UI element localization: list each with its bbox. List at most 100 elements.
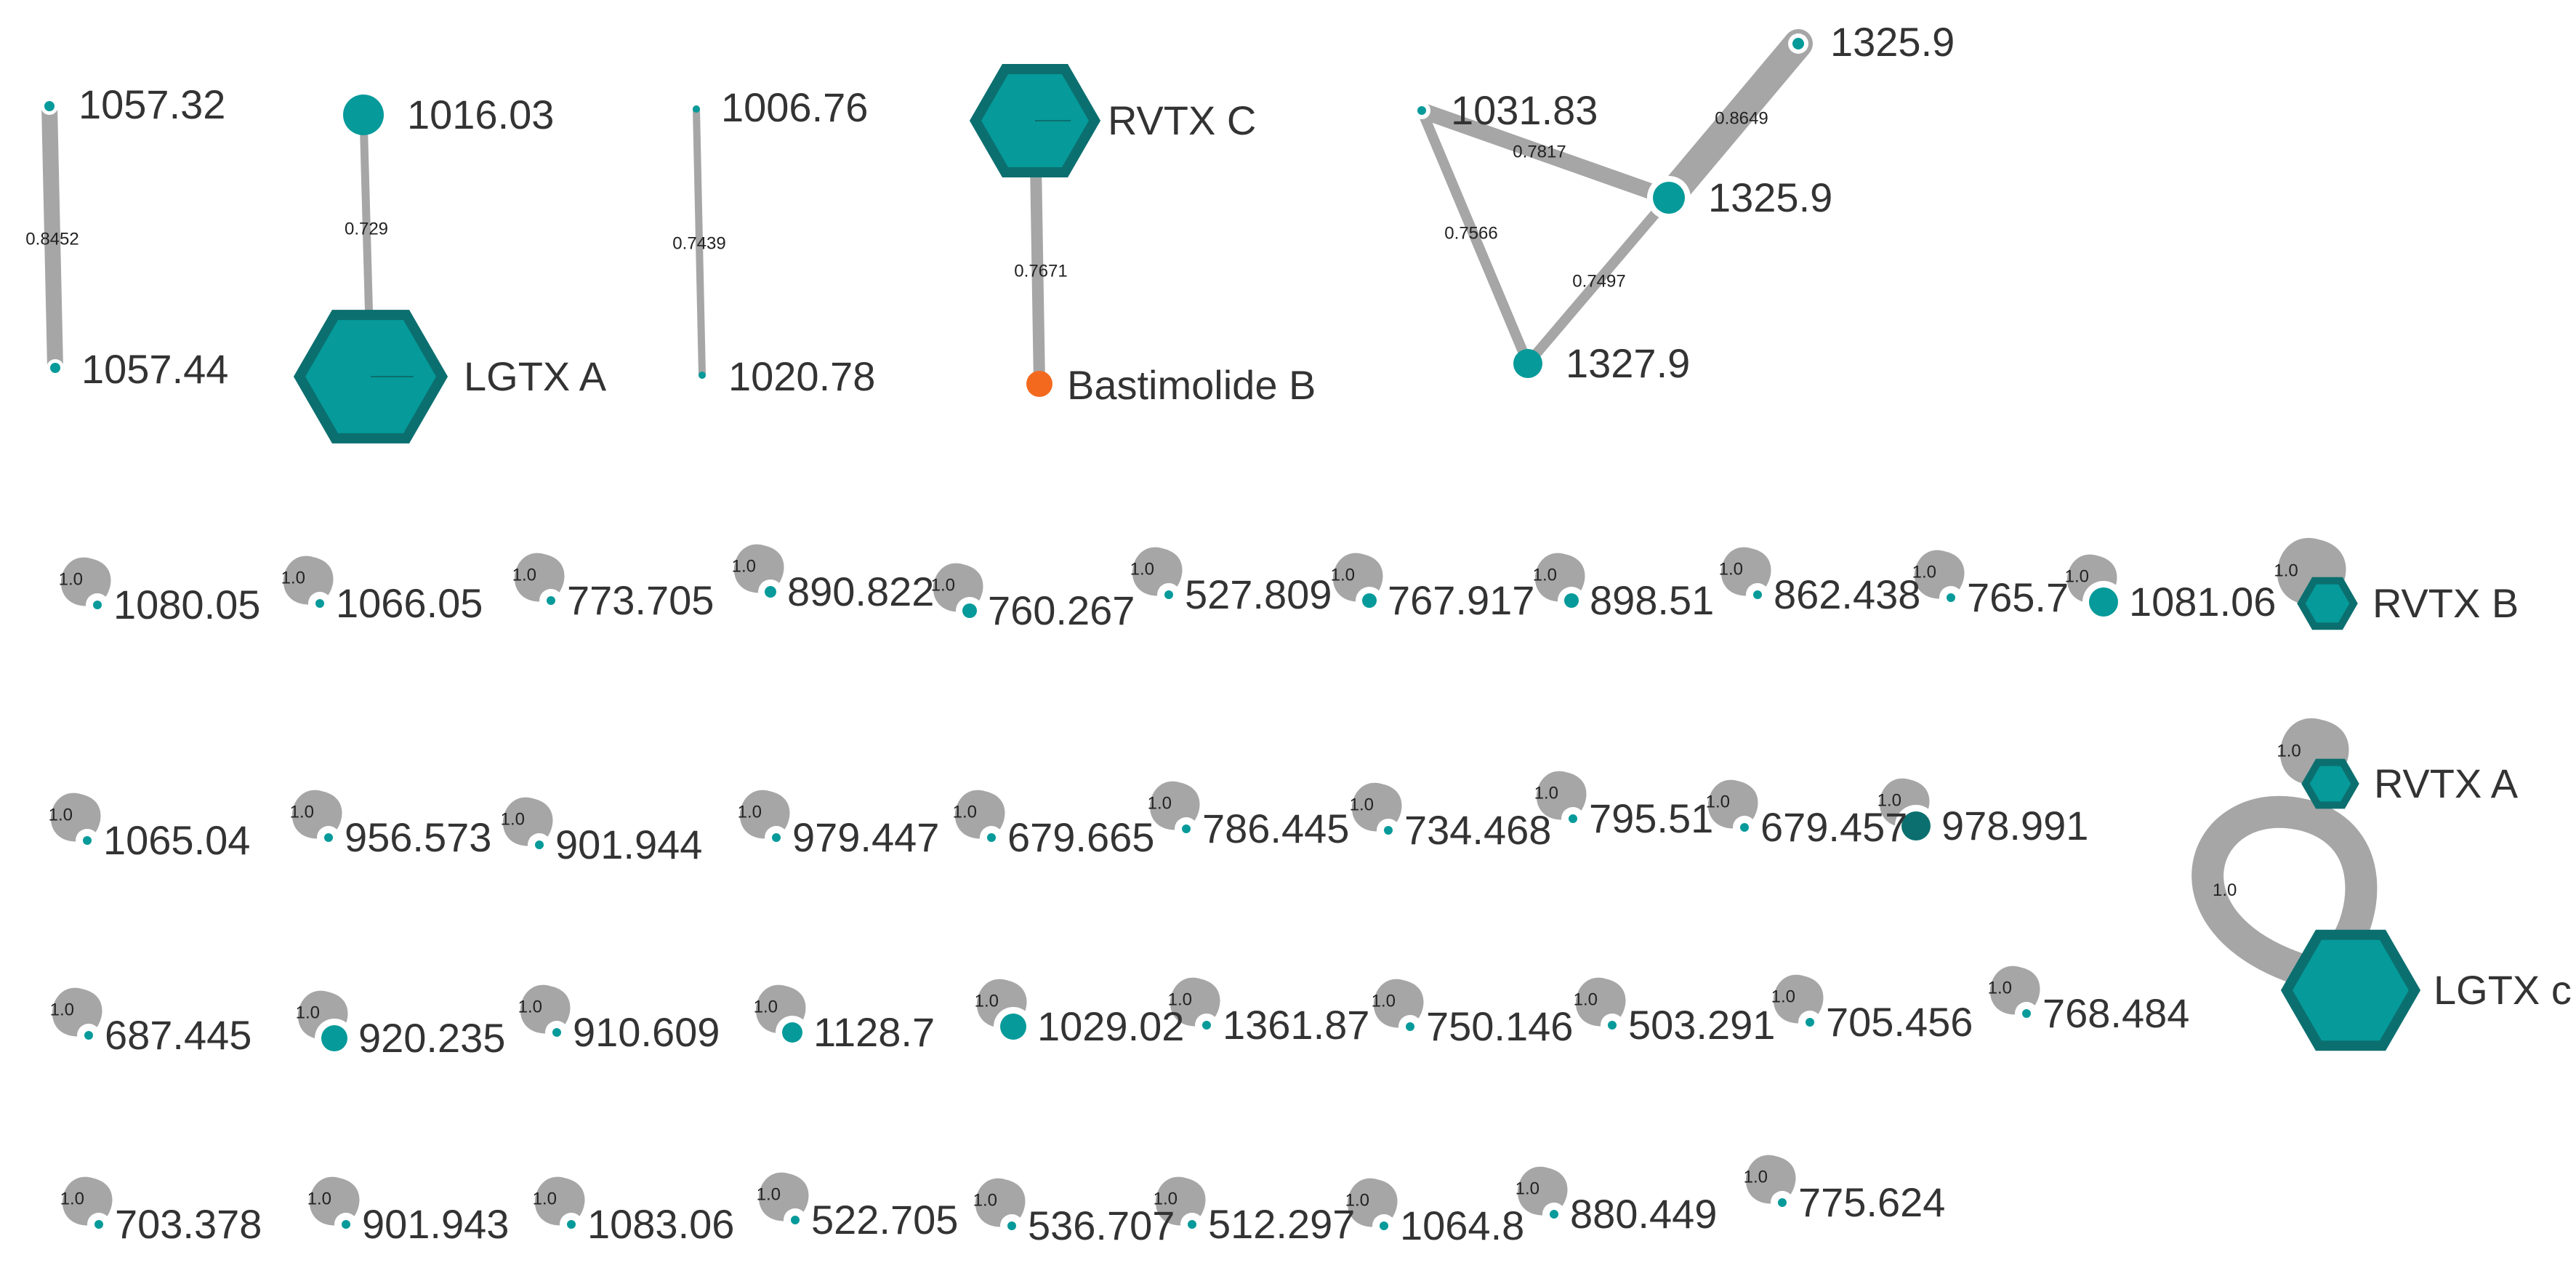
node[interactable]	[1164, 590, 1173, 599]
node-label: 1325.9	[1830, 19, 1955, 65]
node-label: RVTX C	[1108, 97, 1256, 143]
node[interactable]	[1608, 1021, 1617, 1030]
node-label: 898.51	[1590, 577, 1714, 623]
self-loop-weight-label: 1.0	[1168, 990, 1192, 1010]
node[interactable]	[1792, 38, 1804, 49]
node[interactable]	[324, 833, 333, 842]
self-loop-weight-label: 1.0	[1148, 794, 1172, 814]
node[interactable]	[987, 833, 996, 842]
node-label: LGTX c	[2434, 967, 2572, 1013]
node[interactable]	[1653, 182, 1685, 214]
node[interactable]	[1384, 826, 1393, 835]
hexagon-node[interactable]	[2280, 929, 2421, 1051]
node-label: 890.822	[787, 569, 934, 614]
node[interactable]	[2022, 1009, 2031, 1018]
node[interactable]	[83, 836, 92, 845]
node[interactable]	[1564, 593, 1579, 608]
node[interactable]	[535, 840, 544, 849]
self-loop-weight-label: 1.0	[1350, 795, 1374, 815]
node-label: 734.468	[1404, 807, 1551, 853]
node[interactable]	[94, 1220, 103, 1229]
node-label: 1006.76	[721, 84, 868, 130]
hexagon-node[interactable]	[2297, 577, 2358, 630]
edge-weight-label: 0.7671	[1014, 261, 1067, 281]
node[interactable]	[1188, 1220, 1196, 1229]
node-label: 880.449	[1570, 1191, 1717, 1237]
node-label: RVTX B	[2372, 580, 2519, 626]
node[interactable]	[1380, 1221, 1388, 1230]
edge-weight-label: 0.8452	[25, 229, 79, 249]
node[interactable]	[2089, 587, 2118, 617]
node[interactable]	[547, 596, 555, 605]
node[interactable]	[343, 95, 384, 135]
node-label: 527.809	[1185, 571, 1332, 617]
self-loop-weight-label: 1.0	[2274, 561, 2298, 580]
node[interactable]	[1417, 106, 1426, 115]
node[interactable]	[552, 1028, 561, 1037]
node[interactable]	[1550, 1210, 1558, 1219]
node[interactable]	[782, 1022, 802, 1043]
node-label: 979.447	[792, 814, 939, 860]
node-label: 1031.83	[1451, 87, 1598, 133]
node-label: 760.267	[988, 587, 1135, 633]
self-loop-weight-label: 1.0	[1912, 563, 1936, 582]
node[interactable]	[1806, 1018, 1814, 1027]
highlighted-node[interactable]	[1026, 371, 1052, 397]
node[interactable]	[1007, 1221, 1016, 1230]
self-loop-weight-label: 1.0	[281, 569, 305, 588]
node-label: 679.665	[1007, 814, 1154, 860]
node[interactable]	[1406, 1022, 1414, 1031]
self-loop-weight-label: 1.0	[501, 810, 525, 830]
node[interactable]	[44, 101, 55, 111]
node[interactable]	[342, 1220, 350, 1229]
node-label: Bastimolide B	[1067, 362, 1316, 408]
node[interactable]	[1362, 593, 1377, 608]
node[interactable]	[1947, 593, 1955, 602]
node[interactable]	[1202, 1021, 1211, 1030]
node-label: 1081.06	[2129, 579, 2276, 625]
self-loop-weight-label: 1.0	[1988, 979, 2012, 998]
node[interactable]	[321, 1025, 347, 1051]
node[interactable]	[315, 599, 324, 608]
node-label: 1128.7	[813, 1009, 935, 1055]
node[interactable]	[693, 105, 700, 113]
node[interactable]	[699, 372, 706, 379]
node-label: 1080.05	[113, 582, 260, 627]
node[interactable]	[1778, 1198, 1787, 1207]
node[interactable]	[93, 601, 102, 609]
node[interactable]	[1569, 814, 1577, 823]
hexagon-node[interactable]	[2301, 758, 2359, 809]
self-loop-weight-label: 1.0	[757, 1185, 781, 1205]
node[interactable]	[772, 833, 781, 842]
node-label: 1020.78	[728, 353, 875, 399]
self-loop-weight-label: 1.0	[2065, 567, 2089, 587]
self-loop-weight-label: 1.0	[973, 1191, 997, 1211]
node[interactable]	[1513, 349, 1542, 378]
node-label: 773.705	[567, 577, 714, 623]
node-label: 1327.9	[1566, 340, 1690, 386]
self-loop-weight-label: 1.0	[1574, 990, 1598, 1010]
self-loop-weight-label: 1.0	[1706, 792, 1730, 812]
node[interactable]	[84, 1031, 93, 1040]
node[interactable]	[1000, 1014, 1026, 1040]
node-label: 795.51	[1589, 795, 1713, 841]
self-loop-weight-label: 1.0	[1345, 1191, 1369, 1211]
node-label: 1065.04	[103, 817, 250, 863]
self-loop-weight-label: 1.0	[50, 1000, 74, 1020]
node[interactable]	[1740, 823, 1749, 832]
node[interactable]	[1182, 824, 1191, 833]
node[interactable]	[1753, 590, 1762, 599]
node-label: 767.917	[1388, 577, 1534, 623]
node[interactable]	[567, 1220, 576, 1229]
self-loop-weight-label: 1.0	[1771, 987, 1795, 1007]
node[interactable]	[1901, 811, 1931, 840]
node[interactable]	[962, 603, 977, 618]
node[interactable]	[765, 586, 776, 598]
node[interactable]	[50, 363, 60, 373]
self-loop-weight-label: 1.0	[512, 566, 536, 585]
self-loop-weight-label: 1.0	[931, 576, 955, 595]
self-loop-weight-label: 1.0	[1130, 560, 1154, 579]
node[interactable]	[791, 1216, 800, 1224]
self-loop-weight-label: 1.0	[1533, 566, 1557, 585]
